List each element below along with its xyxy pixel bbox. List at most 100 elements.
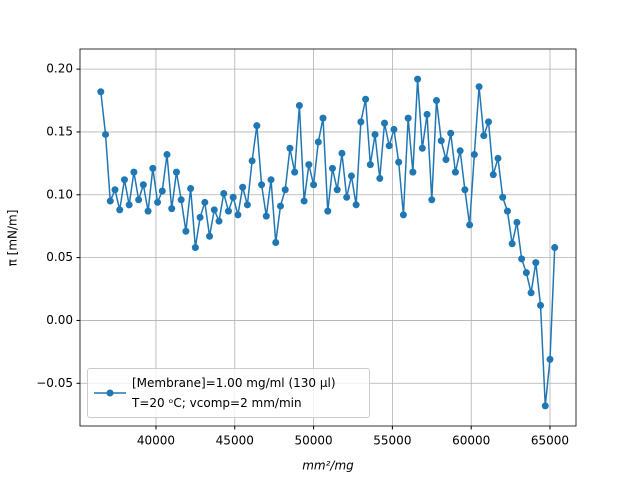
data-point xyxy=(239,183,247,191)
data-point xyxy=(319,114,327,122)
data-point xyxy=(399,211,407,219)
data-point xyxy=(357,118,365,126)
data-point xyxy=(347,172,355,180)
data-point xyxy=(338,149,346,157)
data-point xyxy=(97,88,105,96)
data-point xyxy=(513,218,521,226)
data-point xyxy=(106,197,114,205)
data-point xyxy=(385,142,393,150)
plot-frame xyxy=(79,48,577,427)
data-point xyxy=(470,151,478,159)
data-point xyxy=(154,198,162,206)
data-point xyxy=(130,168,138,176)
data-point xyxy=(281,186,289,194)
data-point xyxy=(324,207,332,215)
x-tick-label: 40000 xyxy=(137,434,175,448)
data-point xyxy=(215,217,223,225)
x-tick-label: 60000 xyxy=(452,434,490,448)
data-point xyxy=(116,206,124,214)
data-point xyxy=(366,161,374,169)
data-point xyxy=(310,181,318,189)
data-point xyxy=(541,402,549,410)
data-point xyxy=(276,202,284,210)
data-point xyxy=(461,186,469,194)
y-tick-label: 0.05 xyxy=(46,250,73,264)
data-point xyxy=(395,158,403,166)
data-point xyxy=(499,193,507,201)
data-point xyxy=(305,161,313,169)
x-tick-label: 55000 xyxy=(373,434,411,448)
data-point xyxy=(258,181,266,189)
data-point xyxy=(177,196,185,204)
x-axis-label: mm²/mg xyxy=(302,459,354,473)
data-point xyxy=(125,201,133,209)
data-point xyxy=(503,207,511,215)
data-point xyxy=(187,184,195,192)
data-point xyxy=(248,157,256,165)
data-point xyxy=(442,156,450,164)
data-point xyxy=(267,176,275,184)
data-point xyxy=(480,132,488,140)
data-point xyxy=(371,130,379,138)
x-tick-label: 50000 xyxy=(294,434,332,448)
data-point xyxy=(210,206,218,214)
data-point xyxy=(390,125,398,133)
data-point xyxy=(286,144,294,152)
data-point xyxy=(328,164,336,172)
data-point xyxy=(466,221,474,229)
data-point xyxy=(234,211,242,219)
data-point xyxy=(489,171,497,179)
data-point xyxy=(139,181,147,189)
data-point xyxy=(376,174,384,182)
data-point xyxy=(272,239,280,247)
data-point xyxy=(191,244,199,252)
legend-marker xyxy=(106,389,114,397)
data-line xyxy=(100,79,556,406)
data-point xyxy=(362,95,370,103)
data-point xyxy=(447,129,455,137)
data-point xyxy=(172,168,180,176)
data-point xyxy=(135,196,143,204)
data-point xyxy=(551,244,559,252)
data-point xyxy=(451,168,459,176)
data-point xyxy=(220,190,228,198)
data-point xyxy=(224,207,232,215)
data-point xyxy=(102,130,110,138)
data-point xyxy=(522,269,530,277)
data-point xyxy=(423,110,431,118)
data-point xyxy=(381,119,389,127)
data-point xyxy=(149,164,157,172)
data-point xyxy=(414,75,422,83)
legend: [Membrane]=1.00 mg/ml (130 µl) T=20 ᵒC; … xyxy=(87,368,370,418)
legend-swatch xyxy=(94,389,126,397)
data-point xyxy=(532,259,540,267)
data-point xyxy=(343,193,351,201)
y-tick-label: 0.00 xyxy=(46,313,73,327)
data-point xyxy=(409,168,417,176)
y-tick-label: 0.15 xyxy=(46,124,73,138)
data-point xyxy=(229,193,237,201)
data-point xyxy=(428,196,436,204)
data-point xyxy=(206,232,214,240)
data-point xyxy=(253,122,261,130)
data-point xyxy=(163,151,171,159)
data-point xyxy=(158,187,166,195)
data-point xyxy=(196,213,204,221)
data-point xyxy=(518,255,526,263)
data-point xyxy=(262,212,270,220)
data-point xyxy=(485,118,493,126)
data-point xyxy=(300,197,308,205)
data-point xyxy=(456,147,464,155)
data-point xyxy=(475,83,483,91)
y-axis-label: π [mN/m] xyxy=(6,210,20,267)
data-point xyxy=(201,198,209,206)
data-point xyxy=(418,144,426,152)
legend-label: [Membrane]=1.00 mg/ml (130 µl) T=20 ᵒC; … xyxy=(132,376,336,410)
data-point xyxy=(111,186,119,194)
data-point xyxy=(537,301,545,309)
data-point xyxy=(314,138,322,146)
data-point xyxy=(295,102,303,110)
data-point xyxy=(546,355,554,363)
data-point xyxy=(352,201,360,209)
